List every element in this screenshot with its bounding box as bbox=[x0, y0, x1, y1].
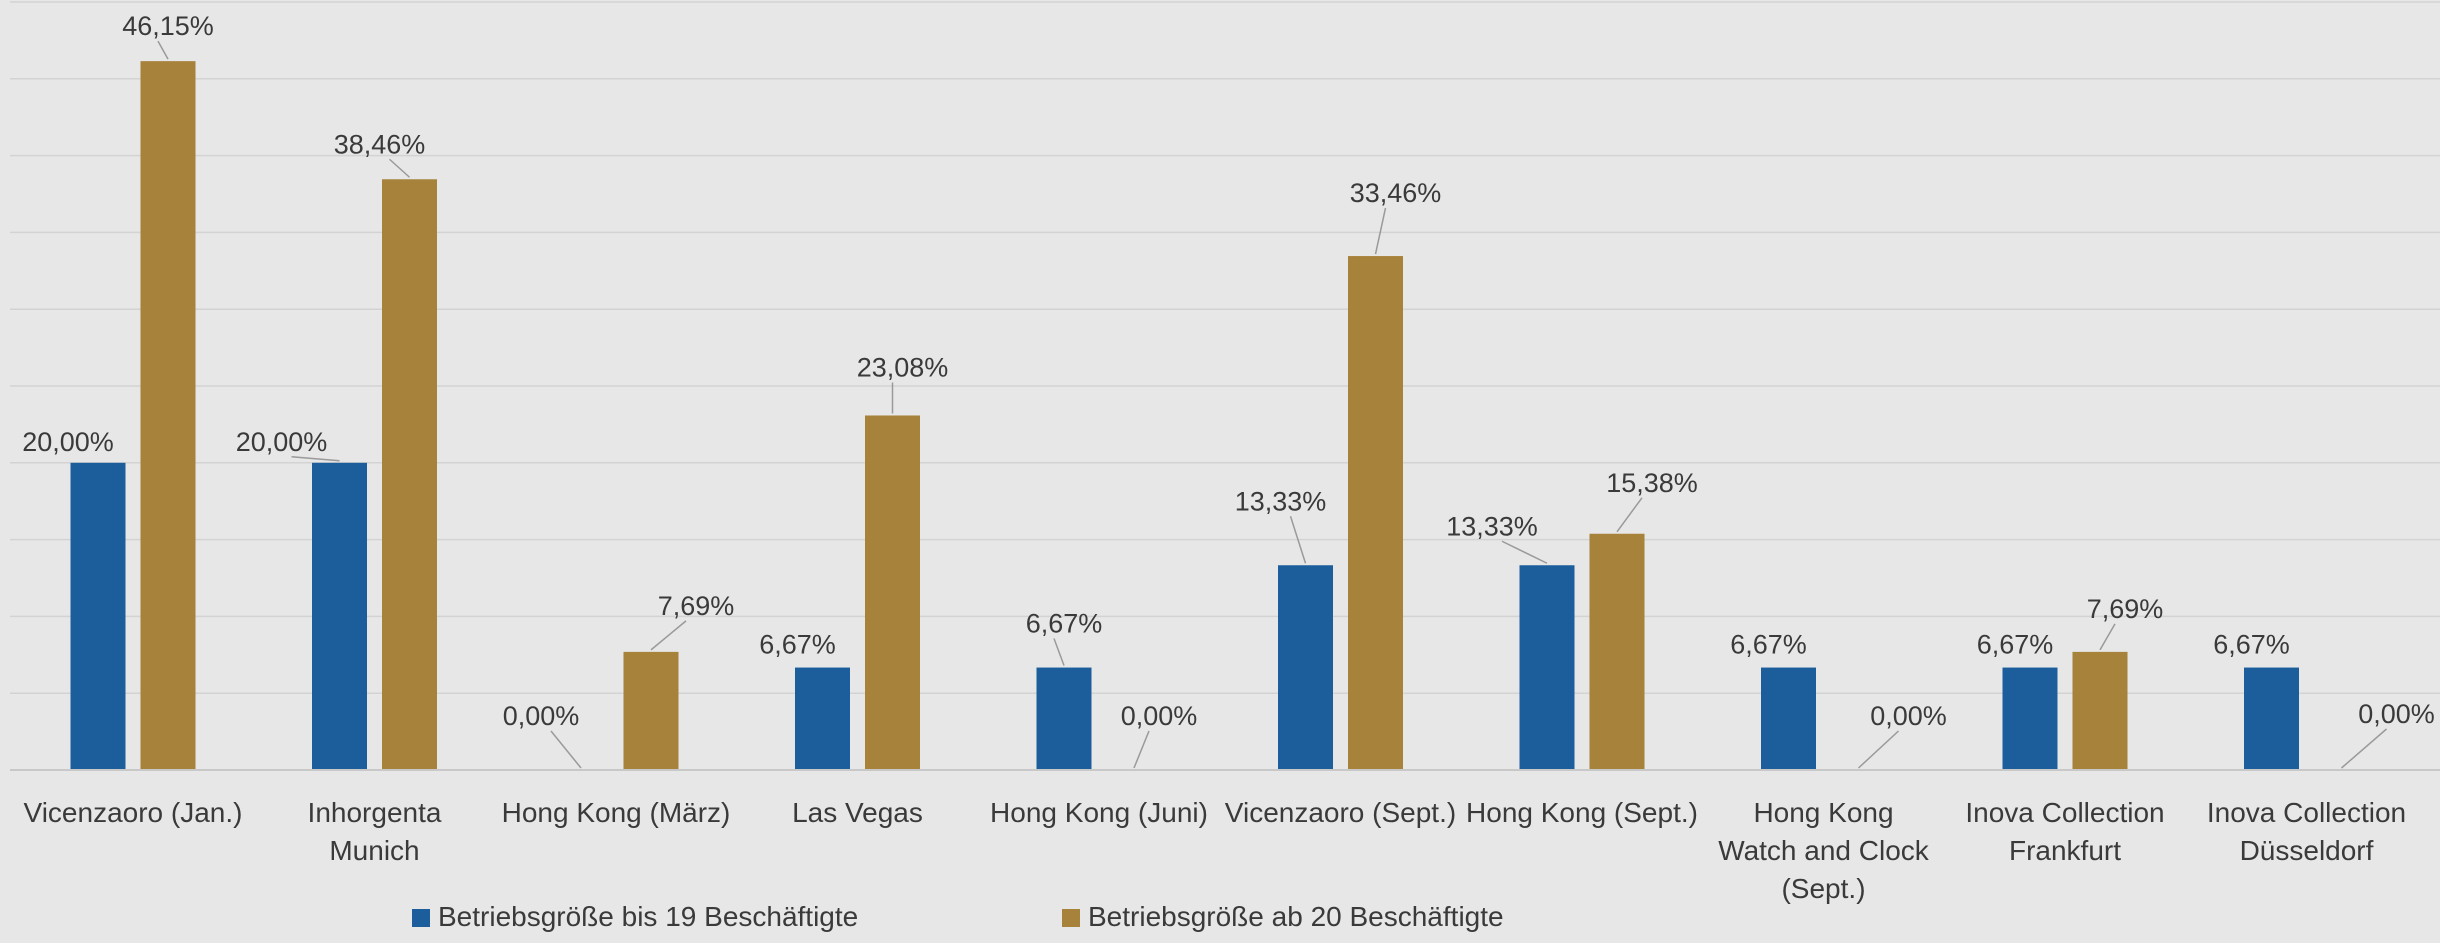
legend-label-series-2: Betriebsgröße ab 20 Beschäftigte bbox=[1088, 901, 1504, 932]
legend-swatch-series-2 bbox=[1062, 909, 1080, 927]
bar-bis19-7 bbox=[1761, 667, 1816, 770]
data-label-bis19-7: 6,67% bbox=[1730, 630, 1807, 660]
data-label-ab20-9: 0,00% bbox=[2358, 699, 2435, 729]
data-label-bis19-4: 6,67% bbox=[1026, 609, 1103, 639]
data-label-bis19-5: 13,33% bbox=[1235, 486, 1327, 516]
bar-bis19-0 bbox=[70, 462, 126, 770]
leader-line bbox=[1053, 638, 1065, 666]
x-tick-labels: Vicenzaoro (Jan.) Inhorgenta Munich Hong Ko… bbox=[24, 797, 2407, 904]
leader-line bbox=[550, 730, 582, 769]
data-label-ab20-4: 0,00% bbox=[1121, 701, 1198, 731]
data-label-ab20-0: 46,15% bbox=[122, 11, 214, 41]
legend-swatch-series-1 bbox=[412, 909, 430, 927]
bar-bis19-9 bbox=[2244, 667, 2299, 770]
x-tick-label-4: Hong Kong (Juni) bbox=[990, 797, 1208, 828]
leader-line bbox=[1133, 730, 1150, 769]
leader-line bbox=[1374, 207, 1387, 255]
bar-ab20-0 bbox=[140, 61, 196, 771]
bars bbox=[70, 61, 2299, 771]
data-label-ab20-1: 38,46% bbox=[334, 129, 426, 159]
data-label-bis19-8: 6,67% bbox=[1977, 630, 2054, 660]
data-label-ab20-3: 23,08% bbox=[857, 352, 949, 382]
gridlines bbox=[10, 1, 2440, 694]
leader-line bbox=[291, 456, 340, 462]
leader-line bbox=[650, 620, 687, 651]
data-label-bis19-3: 6,67% bbox=[759, 630, 836, 660]
x-tick-label-1: Inhorgenta Munich bbox=[308, 797, 442, 866]
bar-bis19-4 bbox=[1036, 667, 1092, 770]
x-tick-label-6: Hong Kong (Sept.) bbox=[1466, 797, 1698, 828]
legend: Betriebsgröße bis 19 Beschäftigte Betrie… bbox=[412, 901, 1504, 932]
bar-bis19-3 bbox=[795, 667, 850, 770]
legend-label-series-1: Betriebsgröße bis 19 Beschäftigte bbox=[438, 901, 858, 932]
data-label-bis19-1: 20,00% bbox=[236, 427, 328, 457]
data-label-ab20-6: 15,38% bbox=[1606, 468, 1698, 498]
x-tick-label-8: Inova Collection Frankfurt bbox=[1965, 797, 2164, 866]
x-tick-label-2: Hong Kong (März) bbox=[502, 797, 731, 828]
data-label-bis19-0: 20,00% bbox=[22, 427, 114, 457]
leader-line bbox=[1616, 497, 1643, 533]
label-leader-lines bbox=[157, 40, 2387, 769]
bar-bis19-6 bbox=[1519, 565, 1575, 770]
data-label-ab20-5: 33,46% bbox=[1350, 178, 1442, 208]
bar-ab20-3 bbox=[865, 415, 920, 770]
x-tick-label-0: Vicenzaoro (Jan.) bbox=[24, 797, 243, 828]
bar-bis19-5 bbox=[1278, 565, 1333, 770]
bar-ab20-2 bbox=[623, 651, 679, 770]
x-tick-label-3: Las Vegas bbox=[792, 797, 923, 828]
data-label-bis19-9: 6,67% bbox=[2213, 630, 2290, 660]
leader-line bbox=[2341, 728, 2387, 769]
x-tick-label-9: Inova Collection Düsseldorf bbox=[2207, 797, 2406, 866]
leader-line bbox=[1857, 730, 1900, 769]
x-tick-label-7: Hong Kong Watch and Clock (Sept.) bbox=[1718, 797, 1930, 904]
leader-line bbox=[2099, 623, 2116, 651]
x-tick-label-5: Vicenzaoro (Sept.) bbox=[1225, 797, 1456, 828]
leader-line bbox=[1289, 516, 1307, 564]
data-label-bis19-6: 13,33% bbox=[1446, 511, 1538, 541]
leader-line bbox=[157, 40, 169, 60]
data-labels: 20,00% 46,15% 20,00% 38,46% 0,00% 7,69% 6,67% 2… bbox=[22, 11, 2435, 731]
bar-ab20-8 bbox=[2072, 651, 2128, 770]
data-label-ab20-7: 0,00% bbox=[1870, 701, 1947, 731]
data-label-bis19-2: 0,00% bbox=[503, 701, 580, 731]
bar-bis19-1 bbox=[312, 462, 367, 770]
data-label-ab20-8: 7,69% bbox=[2087, 594, 2164, 624]
bar-ab20-1 bbox=[382, 179, 437, 770]
bar-ab20-6 bbox=[1589, 533, 1645, 770]
bar-bis19-8 bbox=[2002, 667, 2058, 770]
leader-line bbox=[388, 158, 411, 178]
data-label-ab20-2: 7,69% bbox=[658, 591, 735, 621]
leader-line bbox=[1501, 540, 1548, 564]
bar-ab20-5 bbox=[1348, 256, 1403, 770]
